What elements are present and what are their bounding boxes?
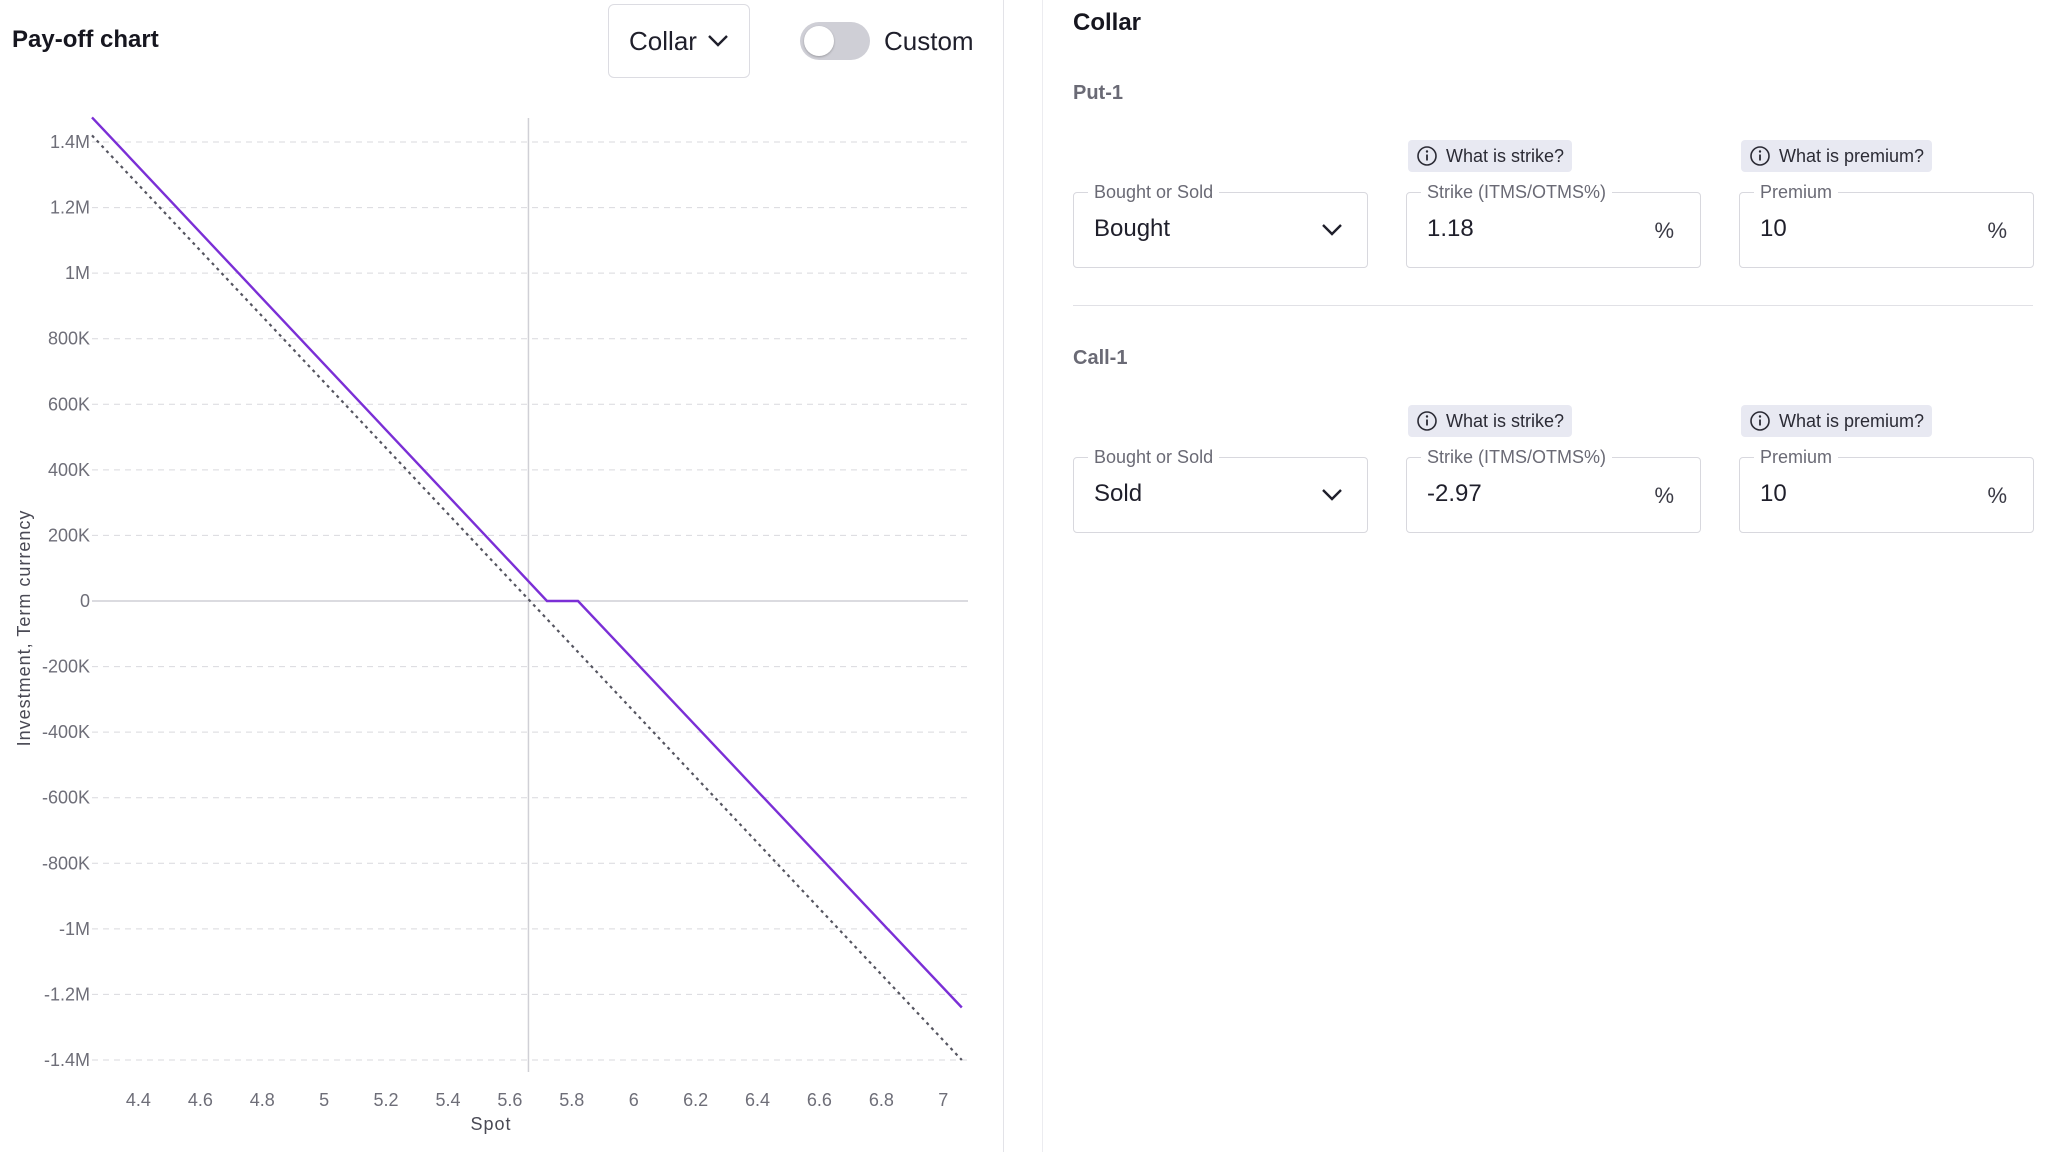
- strike-field[interactable]: Strike (ITMS/OTMS%) %: [1406, 181, 1701, 268]
- premium-help-label: What is premium?: [1779, 410, 1925, 431]
- y-tick-label: 600K: [48, 394, 90, 414]
- x-tick-label: 6.4: [745, 1090, 770, 1110]
- x-tick-label: 6.8: [869, 1090, 894, 1110]
- panel-divider: [1003, 0, 1004, 1152]
- y-tick-label: 1.2M: [50, 198, 90, 218]
- bought-sold-select[interactable]: Bought or Sold Sold: [1073, 446, 1368, 533]
- y-tick-label: -200K: [42, 657, 90, 677]
- panel-divider-secondary: [1042, 0, 1043, 1152]
- leg-title-call: Call-1: [1073, 347, 1128, 369]
- collar-settings-panel: Collar Put-1 What is strike? What is pre…: [1043, 0, 2048, 1152]
- x-tick-label: 4.8: [250, 1090, 275, 1110]
- y-tick-label: 0: [80, 591, 90, 611]
- underlying-exposure-line: [91, 134, 963, 1061]
- strike-input[interactable]: [1427, 215, 1627, 243]
- strike-input[interactable]: [1427, 480, 1627, 508]
- premium-field[interactable]: Premium %: [1739, 181, 2034, 268]
- chevron-down-icon: [1322, 489, 1342, 501]
- y-tick-label: -800K: [42, 853, 90, 873]
- x-tick-label: 6.6: [807, 1090, 832, 1110]
- section-title: Collar: [1073, 9, 1142, 36]
- x-tick-label: 6: [629, 1090, 639, 1110]
- x-tick-label: 5.2: [374, 1090, 399, 1110]
- y-tick-label: -1M: [59, 919, 90, 939]
- info-icon: [1417, 146, 1437, 166]
- chart-title: Pay-off chart: [12, 26, 159, 53]
- x-tick-label: 5.4: [435, 1090, 460, 1110]
- y-tick-label: 800K: [48, 329, 90, 349]
- x-tick-label: 5.6: [497, 1090, 522, 1110]
- strike-help-label: What is strike?: [1446, 145, 1565, 166]
- leg-title-put: Put-1: [1073, 82, 1123, 104]
- bought-sold-label: Bought or Sold: [1088, 181, 1220, 203]
- custom-toggle[interactable]: Custom: [800, 22, 974, 60]
- strategy-select[interactable]: Collar: [608, 4, 750, 78]
- y-tick-label: -600K: [42, 788, 90, 808]
- payoff-line: [91, 116, 963, 1009]
- bought-sold-value: Sold: [1094, 480, 1143, 507]
- x-tick-label: 7: [938, 1090, 948, 1110]
- premium-field[interactable]: Premium %: [1739, 446, 2034, 533]
- x-tick-label: 5: [319, 1090, 329, 1110]
- strike-label: Strike (ITMS/OTMS%): [1421, 446, 1612, 468]
- premium-label: Premium: [1754, 446, 1839, 468]
- x-tick-label: 4.6: [188, 1090, 213, 1110]
- toggle-label: Custom: [884, 25, 974, 56]
- bought-sold-value: Bought: [1094, 215, 1171, 242]
- strike-field[interactable]: Strike (ITMS/OTMS%) %: [1406, 446, 1701, 533]
- payoff-chart: 1.4M 1.2M 1M 800K 600K 400K 200K 0 -200K -400K -60…: [14, 116, 968, 1134]
- x-tick-label: 4.4: [126, 1090, 151, 1110]
- y-tick-label: 200K: [48, 525, 90, 545]
- y-tick-label: 1M: [65, 263, 90, 283]
- chevron-down-icon: [708, 35, 728, 47]
- premium-help-button[interactable]: What is premium?: [1741, 405, 1933, 437]
- strike-help-button[interactable]: What is strike?: [1408, 405, 1573, 437]
- chevron-down-icon: [1322, 224, 1342, 236]
- percent-suffix: %: [1987, 218, 2007, 243]
- percent-suffix: %: [1654, 218, 1674, 243]
- info-icon: [1750, 146, 1770, 166]
- y-tick-label: 400K: [48, 460, 90, 480]
- strategy-select-value: Collar: [629, 25, 697, 56]
- info-icon: [1417, 411, 1437, 431]
- strike-label: Strike (ITMS/OTMS%): [1421, 181, 1612, 203]
- bought-sold-label: Bought or Sold: [1088, 446, 1220, 468]
- strike-help-button[interactable]: What is strike?: [1408, 140, 1573, 172]
- premium-help-label: What is premium?: [1779, 145, 1925, 166]
- y-tick-label: -1.4M: [44, 1050, 90, 1070]
- leg-separator: [1073, 305, 2033, 306]
- info-icon: [1750, 411, 1770, 431]
- y-tick-label: -1.2M: [44, 984, 90, 1004]
- toggle-switch[interactable]: [800, 22, 870, 60]
- x-tick-label: 6.2: [683, 1090, 708, 1110]
- bought-sold-select[interactable]: Bought or Sold Bought: [1073, 181, 1368, 268]
- x-tick-label: 5.8: [559, 1090, 584, 1110]
- premium-input[interactable]: [1760, 215, 1960, 243]
- strike-help-label: What is strike?: [1446, 410, 1565, 431]
- x-axis-title: Spot: [470, 1114, 511, 1134]
- y-tick-label: 1.4M: [50, 132, 90, 152]
- premium-input[interactable]: [1760, 480, 1960, 508]
- y-tick-label: -400K: [42, 722, 90, 742]
- percent-suffix: %: [1654, 483, 1674, 508]
- premium-help-button[interactable]: What is premium?: [1741, 140, 1933, 172]
- toggle-knob: [804, 26, 834, 56]
- percent-suffix: %: [1987, 483, 2007, 508]
- payoff-chart-panel: 1.4M 1.2M 1M 800K 600K 400K 200K 0 -200K -400K -60…: [0, 0, 1003, 1152]
- y-axis-title: Investment, Term currency: [14, 510, 34, 747]
- premium-label: Premium: [1754, 181, 1839, 203]
